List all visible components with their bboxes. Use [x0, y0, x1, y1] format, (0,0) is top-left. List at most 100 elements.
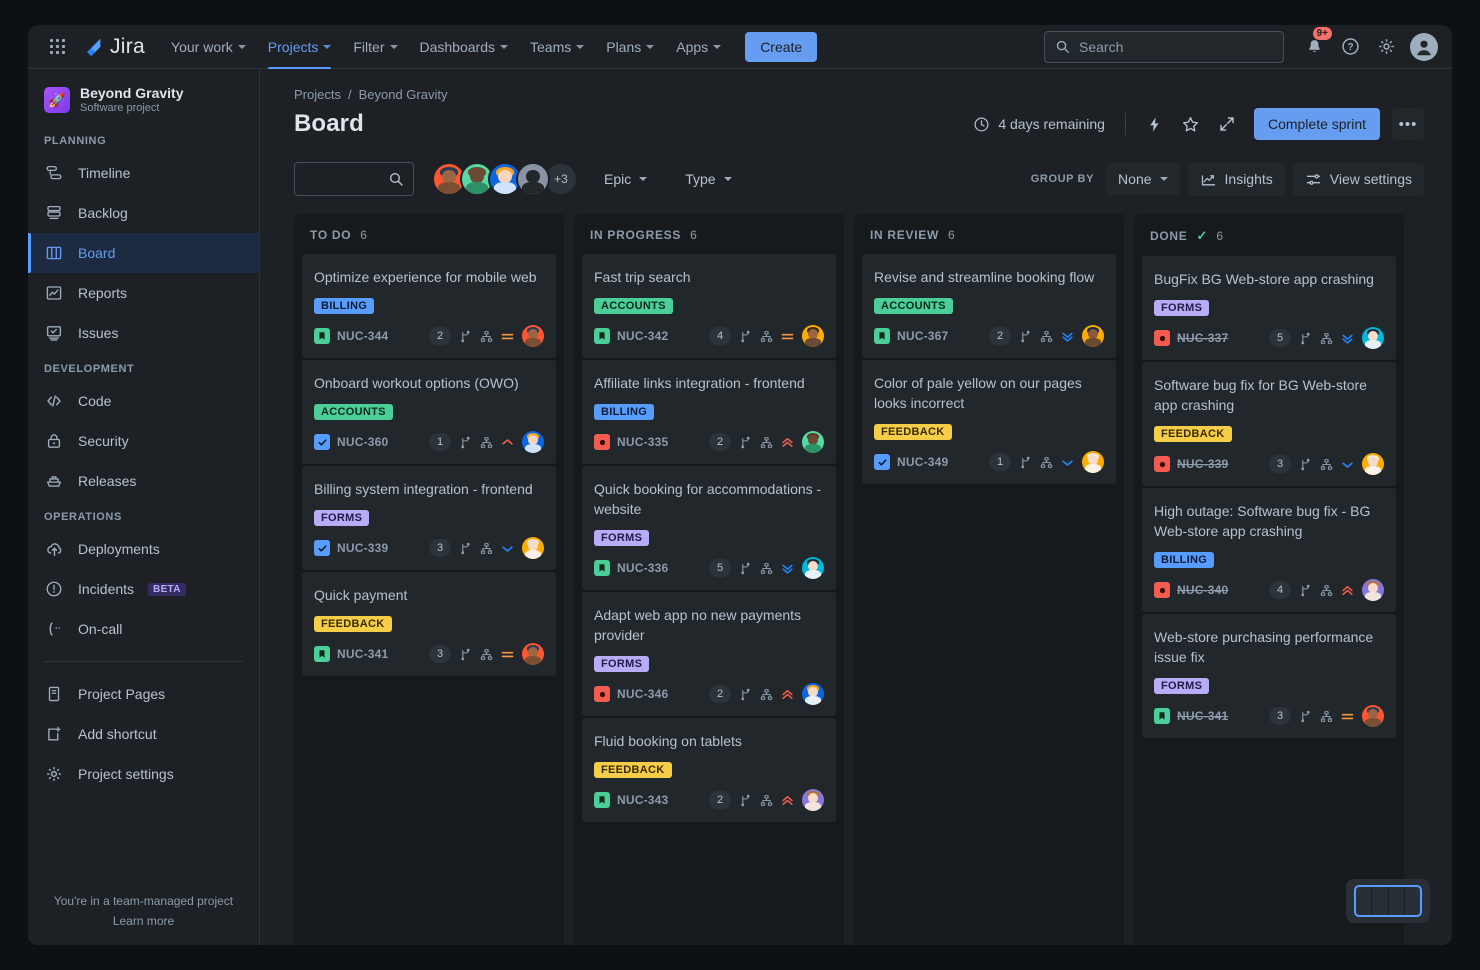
card-assignee-avatar[interactable]: [1362, 453, 1384, 475]
sidebar-item-code[interactable]: Code: [28, 381, 259, 421]
view-settings-button[interactable]: View settings: [1292, 162, 1424, 196]
board-card[interactable]: Fast trip search ACCOUNTS NUC-342 4: [582, 254, 836, 358]
card-epic-tag[interactable]: FEEDBACK: [1154, 426, 1232, 442]
card-assignee-avatar[interactable]: [1362, 579, 1384, 601]
nav-item-projects[interactable]: Projects: [258, 25, 342, 69]
nav-item-plans[interactable]: Plans: [596, 25, 664, 69]
board-card[interactable]: Color of pale yellow on our pages looks …: [862, 360, 1116, 484]
profile-avatar[interactable]: [1410, 32, 1438, 61]
more-actions-button[interactable]: •••: [1392, 108, 1424, 140]
card-epic-tag[interactable]: BILLING: [1154, 552, 1215, 568]
create-button[interactable]: Create: [745, 31, 818, 62]
card-assignee-avatar[interactable]: [522, 537, 544, 559]
avatar[interactable]: [488, 162, 522, 196]
card-assignee-avatar[interactable]: [1362, 705, 1384, 727]
sidebar-item-project-pages[interactable]: Project Pages: [28, 674, 259, 714]
fullscreen-button[interactable]: [1212, 109, 1242, 139]
breadcrumb-projects[interactable]: Projects: [294, 87, 341, 102]
sidebar-item-project-settings[interactable]: Project settings: [28, 754, 259, 794]
cloud-upload-icon: [44, 539, 64, 559]
global-search-input[interactable]: Search: [1044, 30, 1284, 63]
board-columns-icon: [44, 243, 64, 263]
card-assignee-avatar[interactable]: [802, 789, 824, 811]
jira-logo[interactable]: Jira: [82, 35, 145, 59]
board-card[interactable]: Quick booking for accommodations - websi…: [582, 466, 836, 590]
notifications-button[interactable]: 9+: [1298, 26, 1332, 63]
sidebar-item-issues[interactable]: Issues: [28, 313, 259, 353]
board-card[interactable]: Adapt web app no new payments provider F…: [582, 592, 836, 716]
board-card[interactable]: Onboard workout options (OWO) ACCOUNTS N…: [302, 360, 556, 464]
card-epic-tag[interactable]: FEEDBACK: [314, 616, 392, 632]
settings-button[interactable]: [1370, 31, 1402, 63]
sidebar-item-board[interactable]: Board: [28, 233, 259, 273]
board-card[interactable]: Affiliate links integration - frontend B…: [582, 360, 836, 464]
sidebar-item-security[interactable]: Security: [28, 421, 259, 461]
card-assignee-avatar[interactable]: [802, 325, 824, 347]
card-meta: 3: [429, 537, 544, 559]
nav-item-dashboards[interactable]: Dashboards: [410, 25, 519, 69]
project-header[interactable]: 🚀 Beyond Gravity Software project: [28, 85, 259, 115]
sidebar-item-reports[interactable]: Reports: [28, 273, 259, 313]
board-search-input[interactable]: [294, 162, 414, 196]
sidebar-item-deployments[interactable]: Deployments: [28, 529, 259, 569]
complete-sprint-button[interactable]: Complete sprint: [1253, 108, 1380, 140]
breadcrumb-project[interactable]: Beyond Gravity: [358, 87, 448, 102]
card-assignee-avatar[interactable]: [1362, 327, 1384, 349]
board-card[interactable]: Quick payment FEEDBACK NUC-341 3: [302, 572, 556, 676]
card-assignee-avatar[interactable]: [802, 683, 824, 705]
card-epic-tag[interactable]: BILLING: [314, 298, 375, 314]
card-epic-tag[interactable]: FORMS: [1154, 678, 1210, 694]
sidebar-item-add-shortcut[interactable]: Add shortcut: [28, 714, 259, 754]
card-key: NUC-339: [1177, 457, 1229, 471]
type-filter-dropdown[interactable]: Type: [673, 164, 743, 194]
card-assignee-avatar[interactable]: [802, 557, 824, 579]
project-name: Beyond Gravity: [80, 85, 184, 101]
sidebar-item-timeline[interactable]: Timeline: [28, 153, 259, 193]
card-epic-tag[interactable]: FORMS: [1154, 300, 1210, 316]
subtasks-icon: [1039, 329, 1053, 343]
automation-button[interactable]: [1140, 109, 1170, 139]
board-card[interactable]: Optimize experience for mobile web BILLI…: [302, 254, 556, 358]
story-points: 2: [709, 685, 731, 703]
avatar-default[interactable]: [516, 162, 550, 196]
card-assignee-avatar[interactable]: [802, 431, 824, 453]
sidebar-item-backlog[interactable]: Backlog: [28, 193, 259, 233]
card-assignee-avatar[interactable]: [1082, 451, 1104, 473]
board-card[interactable]: BugFix BG Web-store app crashing FORMS N…: [1142, 256, 1396, 360]
card-epic-tag[interactable]: FEEDBACK: [594, 762, 672, 778]
board-minimap[interactable]: [1346, 879, 1430, 923]
board-card[interactable]: Fluid booking on tablets FEEDBACK NUC-34…: [582, 718, 836, 822]
card-assignee-avatar[interactable]: [522, 325, 544, 347]
board-card[interactable]: Billing system integration - frontend FO…: [302, 466, 556, 570]
nav-item-apps[interactable]: Apps: [666, 25, 731, 69]
sidebar-item-on-call[interactable]: On-call: [28, 609, 259, 649]
card-epic-tag[interactable]: FORMS: [594, 656, 650, 672]
card-epic-tag[interactable]: ACCOUNTS: [874, 298, 953, 314]
sidebar-item-releases[interactable]: Releases: [28, 461, 259, 501]
nav-item-filter[interactable]: Filter: [343, 25, 407, 69]
board-card[interactable]: Software bug fix for BG Web-store app cr…: [1142, 362, 1396, 486]
star-button[interactable]: [1176, 109, 1206, 139]
board-card[interactable]: Revise and streamline booking flow ACCOU…: [862, 254, 1116, 358]
nav-item-your-work[interactable]: Your work: [161, 25, 256, 69]
phone-icon: [44, 619, 64, 639]
app-switcher-icon[interactable]: [42, 32, 72, 62]
card-epic-tag[interactable]: ACCOUNTS: [314, 404, 393, 420]
group-by-dropdown[interactable]: None: [1106, 163, 1180, 195]
card-epic-tag[interactable]: BILLING: [594, 404, 655, 420]
card-epic-tag[interactable]: ACCOUNTS: [594, 298, 673, 314]
board-card[interactable]: Web-store purchasing performance issue f…: [1142, 614, 1396, 738]
epic-filter-dropdown[interactable]: Epic: [592, 164, 659, 194]
card-assignee-avatar[interactable]: [522, 431, 544, 453]
nav-item-teams[interactable]: Teams: [520, 25, 594, 69]
board-card[interactable]: High outage: Software bug fix - BG Web-s…: [1142, 488, 1396, 612]
card-assignee-avatar[interactable]: [522, 643, 544, 665]
card-epic-tag[interactable]: FORMS: [314, 510, 370, 526]
help-button[interactable]: ?: [1334, 31, 1366, 63]
card-epic-tag[interactable]: FORMS: [594, 530, 650, 546]
card-assignee-avatar[interactable]: [1082, 325, 1104, 347]
card-epic-tag[interactable]: FEEDBACK: [874, 424, 952, 440]
insights-button[interactable]: Insights: [1187, 162, 1285, 196]
sidebar-item-incidents[interactable]: Incidents BETA: [28, 569, 259, 609]
learn-more-link[interactable]: Learn more: [112, 914, 175, 928]
